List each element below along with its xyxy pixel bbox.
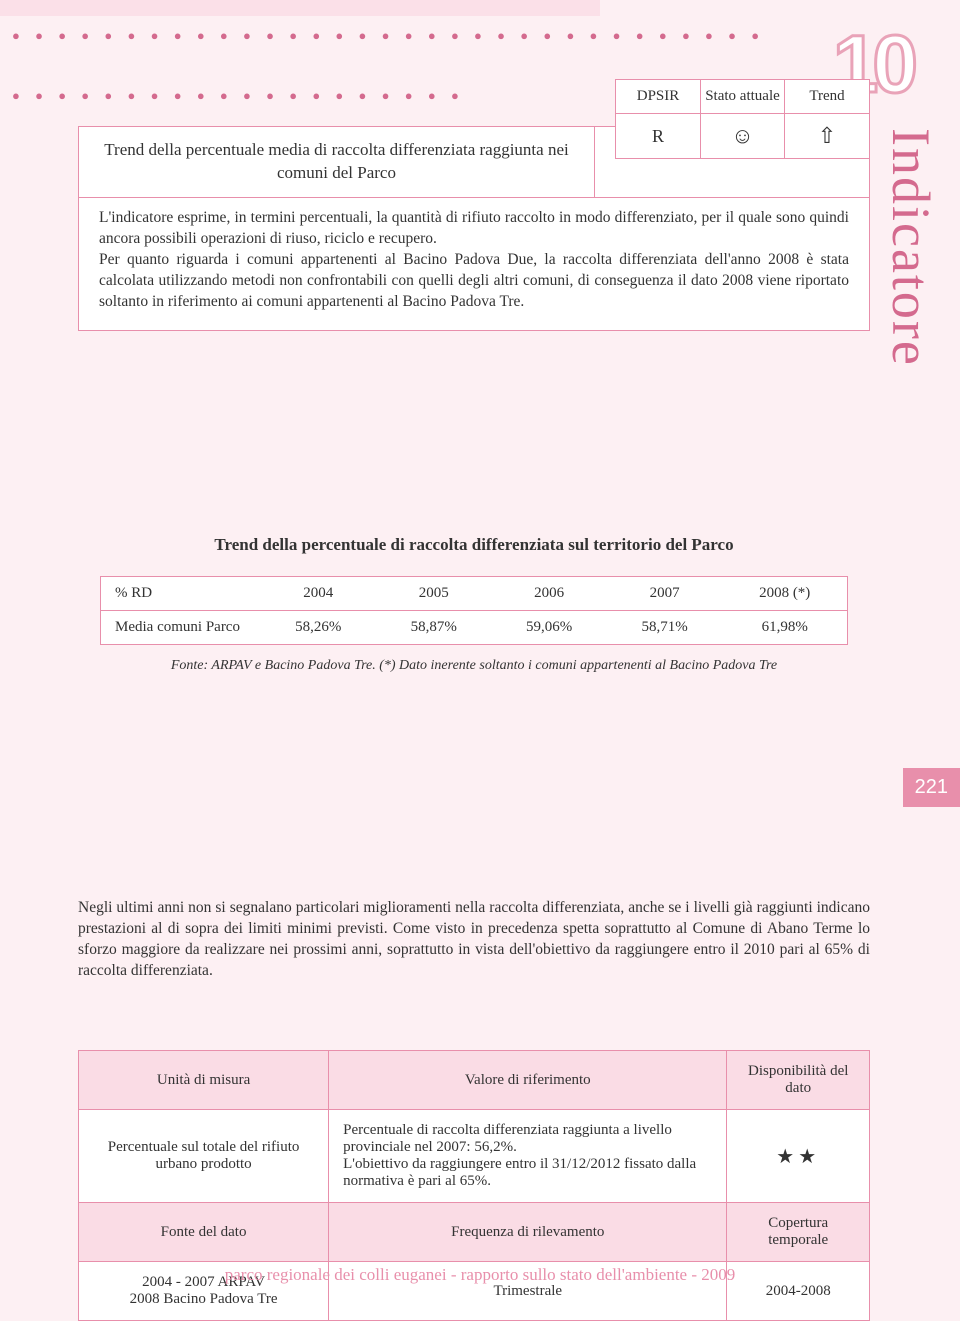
mt-h2: Valore di riferimento [329,1051,727,1110]
body-paragraph: Negli ultimi anni non si segnalano parti… [78,898,870,982]
status-boxes: DPSIR R Stato attuale ☺ Trend ⇧ [617,79,871,159]
stato-value: ☺ [701,114,785,158]
th-2005: 2005 [376,577,491,611]
th-2006: 2006 [491,577,606,611]
th-2007: 2007 [607,577,722,611]
th-rd: % RD [101,577,261,611]
trend-value: ⇧ [785,114,869,158]
th-2008: 2008 (*) [722,577,847,611]
decor-dots-2: ● ● ● ● ● ● ● ● ● ● ● ● ● ● ● ● ● ● ● ● [12,88,465,104]
val-2008: 61,98% [722,611,847,645]
mt-h5: Frequenza di rilevamento [329,1203,727,1262]
trend-table: % RD 2004 2005 2006 2007 2008 (*) Media … [100,576,848,645]
val-2007: 58,71% [607,611,722,645]
mt-h3: Disponibilità del dato [727,1051,870,1110]
val-2006: 59,06% [491,611,606,645]
val-2005: 58,87% [376,611,491,645]
indicator-box: DPSIR R Stato attuale ☺ Trend ⇧ Trend de… [78,126,870,331]
side-label-indicatore: Indicatore [880,128,942,367]
table-source-note: Fonte: ARPAV e Bacino Padova Tre. (*) Da… [100,658,848,674]
indicator-description: L'indicatore esprime, in termini percent… [79,197,869,331]
stato-header: Stato attuale [701,80,785,114]
top-stripe [0,0,600,16]
decor-dots-1: ● ● ● ● ● ● ● ● ● ● ● ● ● ● ● ● ● ● ● ● … [12,28,765,44]
mt-h6: Copertura temporale [727,1203,870,1262]
dpsir-header: DPSIR [616,80,700,114]
mt-avail: ★★ [727,1110,870,1203]
th-2004: 2004 [261,577,376,611]
dpsir-value: R [616,114,700,158]
mt-refval: Percentuale di raccolta differenziata ra… [329,1110,727,1203]
val-2004: 58,26% [261,611,376,645]
page-number: 221 [903,768,960,807]
mt-unit: Percentuale sul totale del rifiuto urban… [79,1110,329,1203]
mt-h4: Fonte del dato [79,1203,329,1262]
indicator-title: Trend della percentuale media di raccolt… [79,127,595,197]
mt-h1: Unità di misura [79,1051,329,1110]
data-table-title: Trend della percentuale di raccolta diff… [78,535,870,555]
trend-header: Trend [785,80,869,114]
row-label: Media comuni Parco [101,611,261,645]
footer-text: parco regionale dei colli euganei - rapp… [0,1265,960,1285]
